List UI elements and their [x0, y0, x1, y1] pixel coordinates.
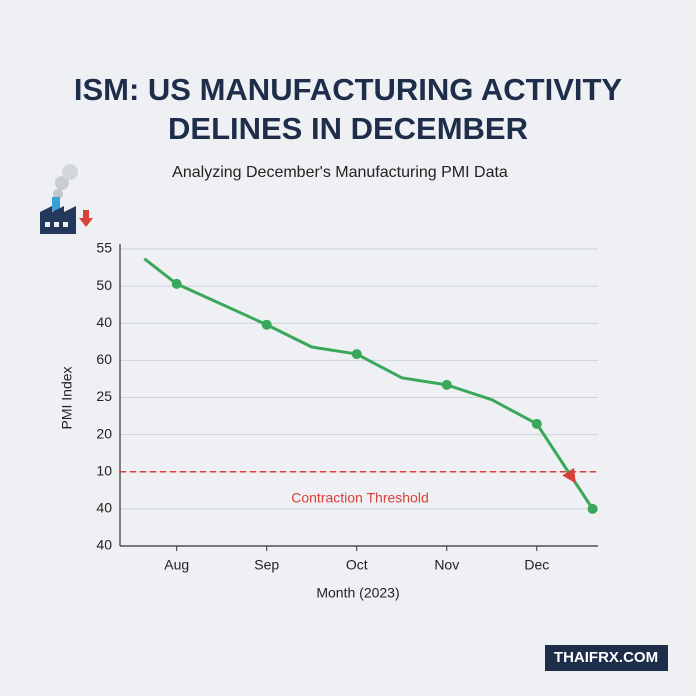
watermark-box — [545, 645, 668, 671]
y-tick-label: 10 — [96, 462, 112, 478]
point — [351, 349, 362, 360]
y-tick-label: 60 — [96, 351, 112, 367]
point — [587, 503, 598, 514]
x-tick-label: Aug — [164, 557, 189, 573]
factory-icon — [40, 164, 93, 234]
y-tick-label: 55 — [96, 240, 112, 256]
title-line: DELINES IN DECEMBER — [168, 111, 528, 146]
subtitle: Analyzing December's Manufacturing PMI D… — [172, 164, 508, 181]
y-tick-label: 40 — [96, 537, 112, 553]
title-line: ISM: US MANUFACTURING ACTIVITY — [74, 72, 623, 107]
point — [261, 319, 272, 330]
y-axis-label: PMI Index — [59, 366, 75, 429]
y-tick-label: 40 — [96, 500, 112, 516]
x-tick-label: Nov — [434, 557, 459, 573]
y-tick-label: 25 — [96, 388, 112, 404]
point — [531, 418, 542, 429]
trend-arrow — [562, 467, 576, 484]
y-tick-label: 50 — [96, 277, 112, 293]
watermark: THAIFRX.COM — [554, 649, 658, 666]
x-tick-label: Dec — [524, 557, 549, 573]
point — [171, 278, 182, 289]
x-tick-label: Sep — [254, 557, 279, 573]
x-tick-label: Oct — [346, 557, 368, 573]
point — [441, 379, 452, 390]
y-tick-label: 20 — [96, 425, 112, 441]
x-axis-label: Month (2023) — [316, 585, 399, 601]
line — [143, 257, 594, 510]
y-tick-label: 40 — [96, 314, 112, 330]
threshold-label: Contraction Threshold — [291, 489, 428, 505]
